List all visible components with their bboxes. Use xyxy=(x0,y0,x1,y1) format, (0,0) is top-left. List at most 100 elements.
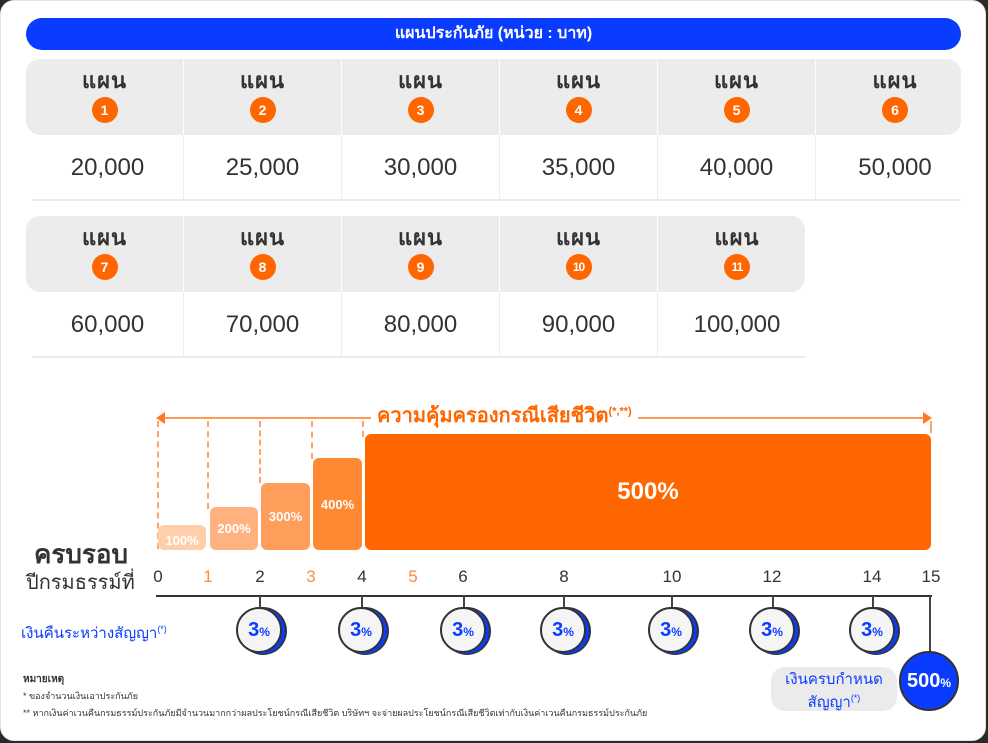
maturity-coin: 500% xyxy=(899,651,959,711)
x-tick: 1 xyxy=(203,567,213,586)
refund-coin-year-6: 3% xyxy=(440,607,486,653)
coin-unit: % xyxy=(563,625,574,639)
plan-amount-row: 20,000 25,000 30,000 35,000 40,000 50,00… xyxy=(32,135,961,201)
plan-amount: 25,000 xyxy=(184,135,342,199)
x-tick: 14 xyxy=(862,567,882,586)
maturity-footnote-mark: (*) xyxy=(850,693,861,703)
plan-amount: 90,000 xyxy=(500,292,658,356)
x-axis-label-main: ครบรอบ xyxy=(34,539,128,569)
plan-label: แผน xyxy=(81,68,128,93)
coin-unit: % xyxy=(463,625,474,639)
dashed-guide xyxy=(930,421,932,433)
coin-value: 3 xyxy=(660,619,672,641)
x-tick: 0 xyxy=(153,567,163,586)
plan-header-10: แผน 10 xyxy=(500,216,658,292)
maturity-label-line2: สัญญา xyxy=(807,694,851,711)
note-1: * ของจำนวนเงินเอาประกันภัย xyxy=(23,691,138,701)
plan-amount-row: 60,000 70,000 80,000 90,000 100,000 xyxy=(32,292,805,358)
plan-number-badge: 4 xyxy=(565,97,592,123)
bar-100: 100% xyxy=(158,525,206,550)
coin-unit: % xyxy=(772,625,783,639)
plan-amount: 50,000 xyxy=(858,154,932,181)
plan-amount: 80,000 xyxy=(342,292,500,356)
note-2: ** หากเงินค่าเวนคืนกรมธรรม์ประกันภัยมีจำ… xyxy=(23,708,648,718)
coin-value: 3 xyxy=(452,619,464,641)
coverage-title: ความคุ้มครองกรณีเสียชีวิต(*,**) xyxy=(371,399,638,431)
refund-coin-year-14: 3% xyxy=(849,607,895,653)
arrow-right-icon xyxy=(923,412,932,424)
coin-unit: % xyxy=(361,625,372,639)
x-axis-label-sub: ปีกรมธรรม์ที่ xyxy=(26,572,135,594)
plan-header-9: แผน 9 xyxy=(342,216,500,292)
x-tick: 12 xyxy=(762,567,782,586)
plan-header-row: แผน 1 แผน 2 แผน 3 แผน 4 แผน 5 แผน 6 xyxy=(26,59,961,135)
coin-stem xyxy=(671,596,673,608)
coin-stem xyxy=(463,596,465,608)
coin-stem xyxy=(772,596,774,608)
plan-amount: 35,000 xyxy=(500,135,658,199)
dashed-guide xyxy=(207,421,209,509)
coin-stem xyxy=(259,596,261,608)
bar-400: 400% xyxy=(313,458,362,550)
maturity-value: 500 xyxy=(906,670,941,692)
plan-number-badge: 7 xyxy=(91,254,118,280)
bar-500: 500% xyxy=(365,434,931,550)
refund-coin-year-2: 3% xyxy=(236,607,282,653)
plan-number-badge: 3 xyxy=(407,97,434,123)
refund-coin-year-8: 3% xyxy=(540,607,586,653)
refund-coin-year-10: 3% xyxy=(648,607,694,653)
x-tick: 5 xyxy=(408,567,418,586)
coin-value: 3 xyxy=(350,619,362,641)
header-title: แผนประกันภัย (หน่วย : บาท) xyxy=(26,18,961,50)
plan-header-row: แผน 7 แผน 8 แผน 9 แผน 10 แผน 11 xyxy=(26,216,805,292)
coin-stem xyxy=(361,596,363,608)
coin-unit: % xyxy=(872,625,883,639)
plan-header-5: แผน 5 xyxy=(658,59,816,135)
plan-header-11: แผน 11 xyxy=(658,216,816,292)
x-tick: 15 xyxy=(921,567,941,586)
x-axis-line xyxy=(156,595,932,597)
coin-unit: % xyxy=(259,625,270,639)
maturity-label-line1: เงินครบกำหนด xyxy=(785,671,883,688)
coin-value: 3 xyxy=(761,619,773,641)
plan-amount: 60,000 xyxy=(32,292,184,356)
plan-table-row1: แผน 1 แผน 2 แผน 3 แผน 4 แผน 5 แผน 6 20,000 25,… xyxy=(26,59,961,201)
x-tick: 3 xyxy=(306,567,316,586)
plan-number-badge: 5 xyxy=(723,97,750,123)
plan-amount: 100,000 xyxy=(693,311,781,338)
plan-header-3: แผน 3 xyxy=(342,59,500,135)
x-tick: 4 xyxy=(357,567,367,586)
plan-label: แผน xyxy=(713,68,760,93)
coverage-title-text: ความคุ้มครองกรณีเสียชีวิต xyxy=(377,405,609,427)
plan-label: แผน xyxy=(239,225,286,250)
maturity-stem xyxy=(929,596,931,652)
maturity-unit: % xyxy=(940,676,952,690)
benefit-chart: ความคุ้มครองกรณีเสียชีวิต(*,**) 100% 200… xyxy=(1,381,988,741)
coin-stem xyxy=(563,596,565,608)
plan-number-badge: 1 xyxy=(91,97,118,123)
plan-amount: 30,000 xyxy=(342,135,500,199)
maturity-label: เงินครบกำหนดสัญญา(*) xyxy=(771,667,897,711)
refund-coin-year-4: 3% xyxy=(338,607,384,653)
coverage-footnote-mark: (*,**) xyxy=(608,405,632,418)
plan-number-badge: 8 xyxy=(249,254,276,280)
plan-amount: 70,000 xyxy=(184,292,342,356)
plan-header-8: แผน 8 xyxy=(184,216,342,292)
coin-stem xyxy=(872,596,874,608)
plan-number-badge: 10 xyxy=(565,254,592,280)
plan-label: แผน xyxy=(555,68,602,93)
plan-header-4: แผน 4 xyxy=(500,59,658,135)
plan-header-6: แผน 6 xyxy=(816,59,974,135)
refund-label: เงินคืนระหว่างสัญญา(*) xyxy=(21,621,167,645)
refund-label-text: เงินคืนระหว่างสัญญา xyxy=(21,625,158,642)
plan-number-badge: 2 xyxy=(249,97,276,123)
coin-unit: % xyxy=(671,625,682,639)
dashed-guide xyxy=(311,421,313,459)
bar-300: 300% xyxy=(261,483,310,550)
dashed-guide xyxy=(259,421,261,483)
notes-title: หมายเหตุ xyxy=(23,674,65,685)
plan-number-badge: 6 xyxy=(882,97,908,123)
x-tick: 6 xyxy=(458,567,468,586)
plan-header-7: แผน 7 xyxy=(26,216,184,292)
